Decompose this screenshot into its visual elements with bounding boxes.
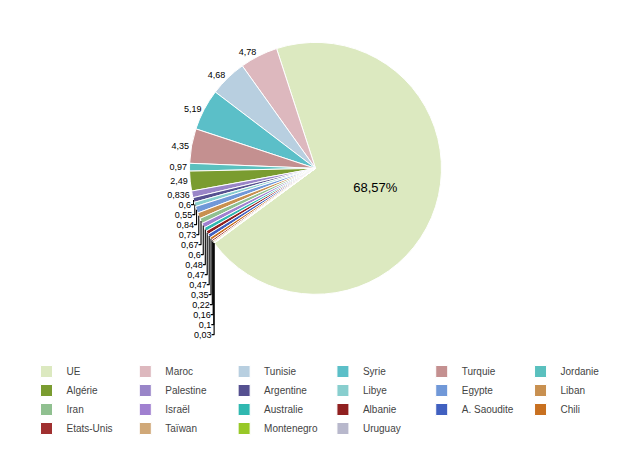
svg-text:0,48: 0,48 xyxy=(185,260,203,270)
svg-text:Argentine: Argentine xyxy=(264,385,307,396)
svg-text:0,84: 0,84 xyxy=(177,220,195,230)
svg-text:Taïwan: Taïwan xyxy=(165,423,197,434)
svg-text:Jordanie: Jordanie xyxy=(561,366,600,377)
svg-text:0,35: 0,35 xyxy=(191,290,209,300)
svg-text:Israël: Israël xyxy=(165,404,189,415)
svg-text:0,97: 0,97 xyxy=(170,162,188,172)
svg-text:Algérie: Algérie xyxy=(67,385,99,396)
svg-text:2,49: 2,49 xyxy=(170,176,188,186)
svg-text:0,47: 0,47 xyxy=(187,270,205,280)
svg-text:68,57%: 68,57% xyxy=(353,180,398,195)
svg-text:Montenegro: Montenegro xyxy=(264,423,318,434)
svg-text:UE: UE xyxy=(67,366,81,377)
svg-text:0,03: 0,03 xyxy=(194,330,212,340)
svg-text:0,67: 0,67 xyxy=(181,240,199,250)
svg-text:A. Saoudite: A. Saoudite xyxy=(462,404,514,415)
svg-text:Chili: Chili xyxy=(561,404,580,415)
svg-text:Etats-Unis: Etats-Unis xyxy=(67,423,113,434)
svg-text:5,19: 5,19 xyxy=(184,104,202,114)
svg-text:Tunisie: Tunisie xyxy=(264,366,296,377)
svg-text:Uruguay: Uruguay xyxy=(363,423,401,434)
svg-text:0,6: 0,6 xyxy=(188,250,201,260)
svg-text:0,55: 0,55 xyxy=(175,210,193,220)
svg-text:0,6: 0,6 xyxy=(179,200,192,210)
svg-text:0,22: 0,22 xyxy=(192,300,210,310)
svg-text:0,47: 0,47 xyxy=(189,280,207,290)
svg-text:4,35: 4,35 xyxy=(172,141,190,151)
svg-text:4,68: 4,68 xyxy=(208,70,226,80)
svg-text:Syrie: Syrie xyxy=(363,366,386,377)
svg-text:Maroc: Maroc xyxy=(165,366,193,377)
svg-text:4,78: 4,78 xyxy=(239,47,257,57)
svg-text:Albanie: Albanie xyxy=(363,404,397,415)
svg-text:Libye: Libye xyxy=(363,385,387,396)
svg-text:0,73: 0,73 xyxy=(179,230,197,240)
svg-text:Liban: Liban xyxy=(561,385,585,396)
svg-text:0,836: 0,836 xyxy=(167,190,190,200)
svg-text:Australie: Australie xyxy=(264,404,303,415)
svg-text:Turquie: Turquie xyxy=(462,366,496,377)
svg-text:0,16: 0,16 xyxy=(193,310,211,320)
svg-text:Iran: Iran xyxy=(67,404,84,415)
svg-text:0,1: 0,1 xyxy=(199,320,212,330)
svg-text:Egypte: Egypte xyxy=(462,385,494,396)
svg-text:Palestine: Palestine xyxy=(165,385,207,396)
